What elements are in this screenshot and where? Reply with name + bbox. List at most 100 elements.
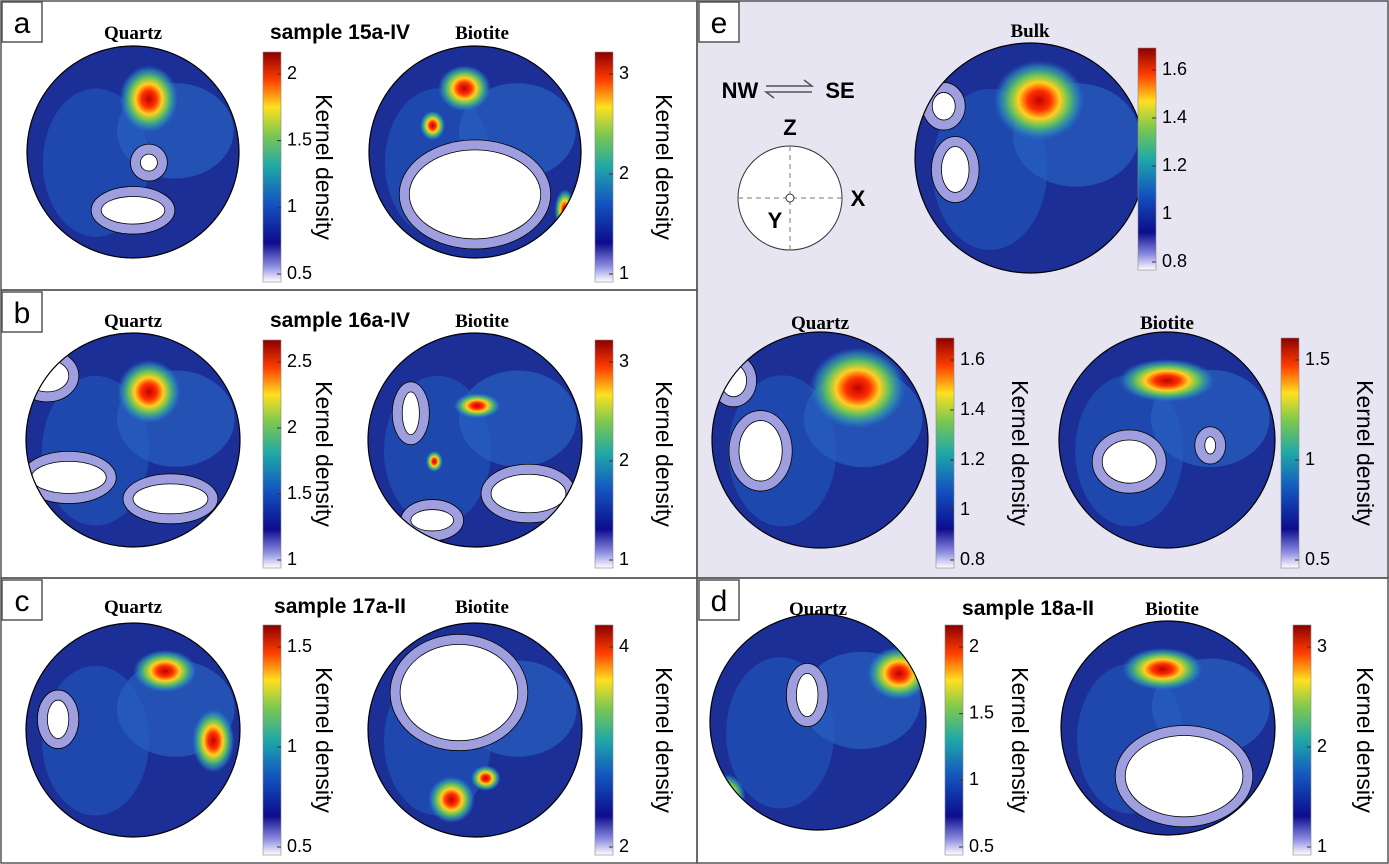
sample-title: sample 18a-II (962, 597, 1094, 620)
colorbar-label: Kernel density (1352, 380, 1378, 526)
colorbar-label: Kernel density (311, 94, 337, 240)
colorbar-tick-label: 2 (287, 63, 297, 83)
panel-label-box (1, 291, 43, 333)
maximum (809, 347, 907, 430)
low-density (738, 420, 783, 482)
pole-outline (26, 45, 240, 259)
colorbar-tick-label: 1 (960, 499, 970, 519)
pole-outline (368, 45, 582, 259)
colorbar-tick-label: 1 (287, 736, 297, 756)
plot-title: Quartz (791, 313, 850, 334)
low-density (46, 699, 70, 739)
colorbar-tick-label: 0.5 (287, 836, 312, 856)
maximum (554, 189, 576, 232)
plot-title: Bulk (1010, 21, 1050, 42)
colorbar-tick-label: 1.5 (969, 702, 994, 722)
colorbar-tick-label: 1.5 (287, 636, 312, 656)
panel-label-box (1, 1, 43, 43)
shear-right: SE (825, 78, 854, 103)
low-density (1101, 439, 1157, 484)
sample-title: sample 15a-IV (270, 21, 410, 44)
pole-outline (367, 622, 583, 838)
colorbar-tick-label: 0.8 (1162, 251, 1187, 271)
colorbar-tick-label: 1 (969, 769, 979, 789)
maximum (427, 776, 475, 824)
maximum (1118, 359, 1216, 403)
pole-outline (25, 622, 241, 838)
colorbar-tick-label: 1 (287, 196, 297, 216)
colorbar-label: Kernel density (1007, 380, 1033, 526)
colorbar (262, 624, 282, 856)
pole-outline (711, 331, 929, 549)
pole-outline (25, 332, 241, 548)
sample-title: sample 16a-IV (270, 309, 410, 332)
colorbar (1280, 337, 1300, 569)
colorbar-tick-label: 1 (1305, 449, 1315, 469)
pole-figure (712, 332, 928, 548)
colorbar-tick-label: 1.5 (287, 129, 312, 149)
colorbar-tick-label: 0.5 (969, 836, 994, 856)
colorbar-tick-label: 1.2 (960, 449, 985, 469)
maximum (993, 60, 1086, 141)
colorbar-tick-label: 1 (619, 549, 629, 569)
colorbar-label: Kernel density (1352, 667, 1378, 813)
pole-outline (1058, 331, 1276, 549)
low-density (132, 483, 209, 515)
plot-title: Biotite (455, 311, 509, 332)
colorbar-tick-label: 2 (619, 836, 629, 856)
plot-title: Quartz (104, 597, 163, 618)
colorbar-tick-label: 1.2 (1162, 155, 1187, 175)
colorbar-label: Kernel density (651, 667, 677, 813)
colorbar-tick-label: 2 (1317, 736, 1327, 756)
colorbar-tick-label: 1 (287, 549, 297, 569)
panel-label: a (14, 7, 31, 40)
colorbar (1292, 624, 1312, 856)
colorbar-tick-label: 0.8 (960, 549, 985, 569)
low-density (401, 391, 420, 436)
colorbar-tick-label: 0.5 (1305, 549, 1330, 569)
pole-figure (915, 43, 1145, 273)
colorbar (594, 51, 614, 283)
colorbar-tick-label: 4 (619, 636, 629, 656)
panel-label-box (698, 579, 740, 621)
maximum (116, 359, 182, 424)
maximum (425, 450, 443, 473)
colorbar-tick-label: 2 (619, 163, 629, 183)
maximum (191, 708, 235, 773)
pole-outline (709, 613, 927, 831)
low-density (399, 643, 519, 742)
shear-arrows (763, 79, 815, 99)
plot-title: Biotite (1140, 313, 1194, 334)
colorbar-tick-label: 0.5 (287, 263, 312, 283)
panel-label-box (1, 579, 43, 621)
low-density (30, 461, 107, 494)
colorbar (262, 51, 282, 283)
pole-region (458, 370, 577, 467)
axis-x: X (851, 186, 866, 211)
maximum (119, 65, 179, 133)
sample-title: sample 17a-II (274, 595, 406, 618)
shear-left: NW (722, 78, 759, 103)
panel-label: e (711, 7, 728, 40)
maximum (710, 773, 746, 822)
colorbar-tick-label: 3 (619, 351, 629, 371)
colorbar-tick-label: 1.6 (960, 349, 985, 369)
pole-outline (1060, 620, 1276, 836)
colorbar (594, 339, 614, 569)
colorbar-label: Kernel density (651, 94, 677, 240)
pole-figure (369, 46, 581, 258)
panel-label: d (711, 585, 728, 618)
low-density (140, 153, 158, 172)
colorbar-tick-label: 1 (1317, 836, 1327, 856)
low-density (100, 196, 166, 225)
pole-figure (368, 333, 582, 547)
low-density (796, 673, 819, 718)
pole-figure (26, 623, 240, 837)
pole-figure (368, 623, 582, 837)
pole-figure (26, 333, 240, 547)
pole-figure (1059, 332, 1275, 548)
plot-title: Biotite (1145, 599, 1199, 620)
colorbar-tick-label: 1 (619, 263, 629, 283)
colorbar (262, 339, 282, 569)
